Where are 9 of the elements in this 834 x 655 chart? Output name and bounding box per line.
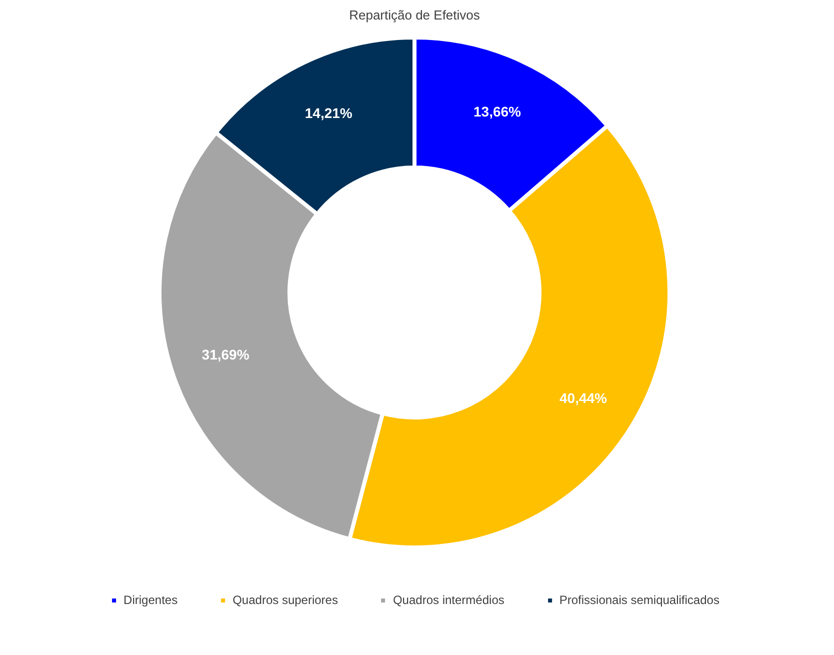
legend-label: Quadros superiores bbox=[232, 593, 338, 607]
legend-label: Profissionais semiqualificados bbox=[559, 593, 720, 607]
legend-label: Quadros intermédios bbox=[392, 593, 504, 607]
data-label: 31,69% bbox=[202, 346, 250, 363]
data-label: 40,44% bbox=[559, 390, 608, 406]
chart-title: Repartição de Efetivos bbox=[349, 8, 480, 22]
legend-label: Dirigentes bbox=[124, 593, 178, 607]
data-label: 14,21% bbox=[304, 105, 353, 122]
data-label: 13,66% bbox=[474, 104, 522, 120]
